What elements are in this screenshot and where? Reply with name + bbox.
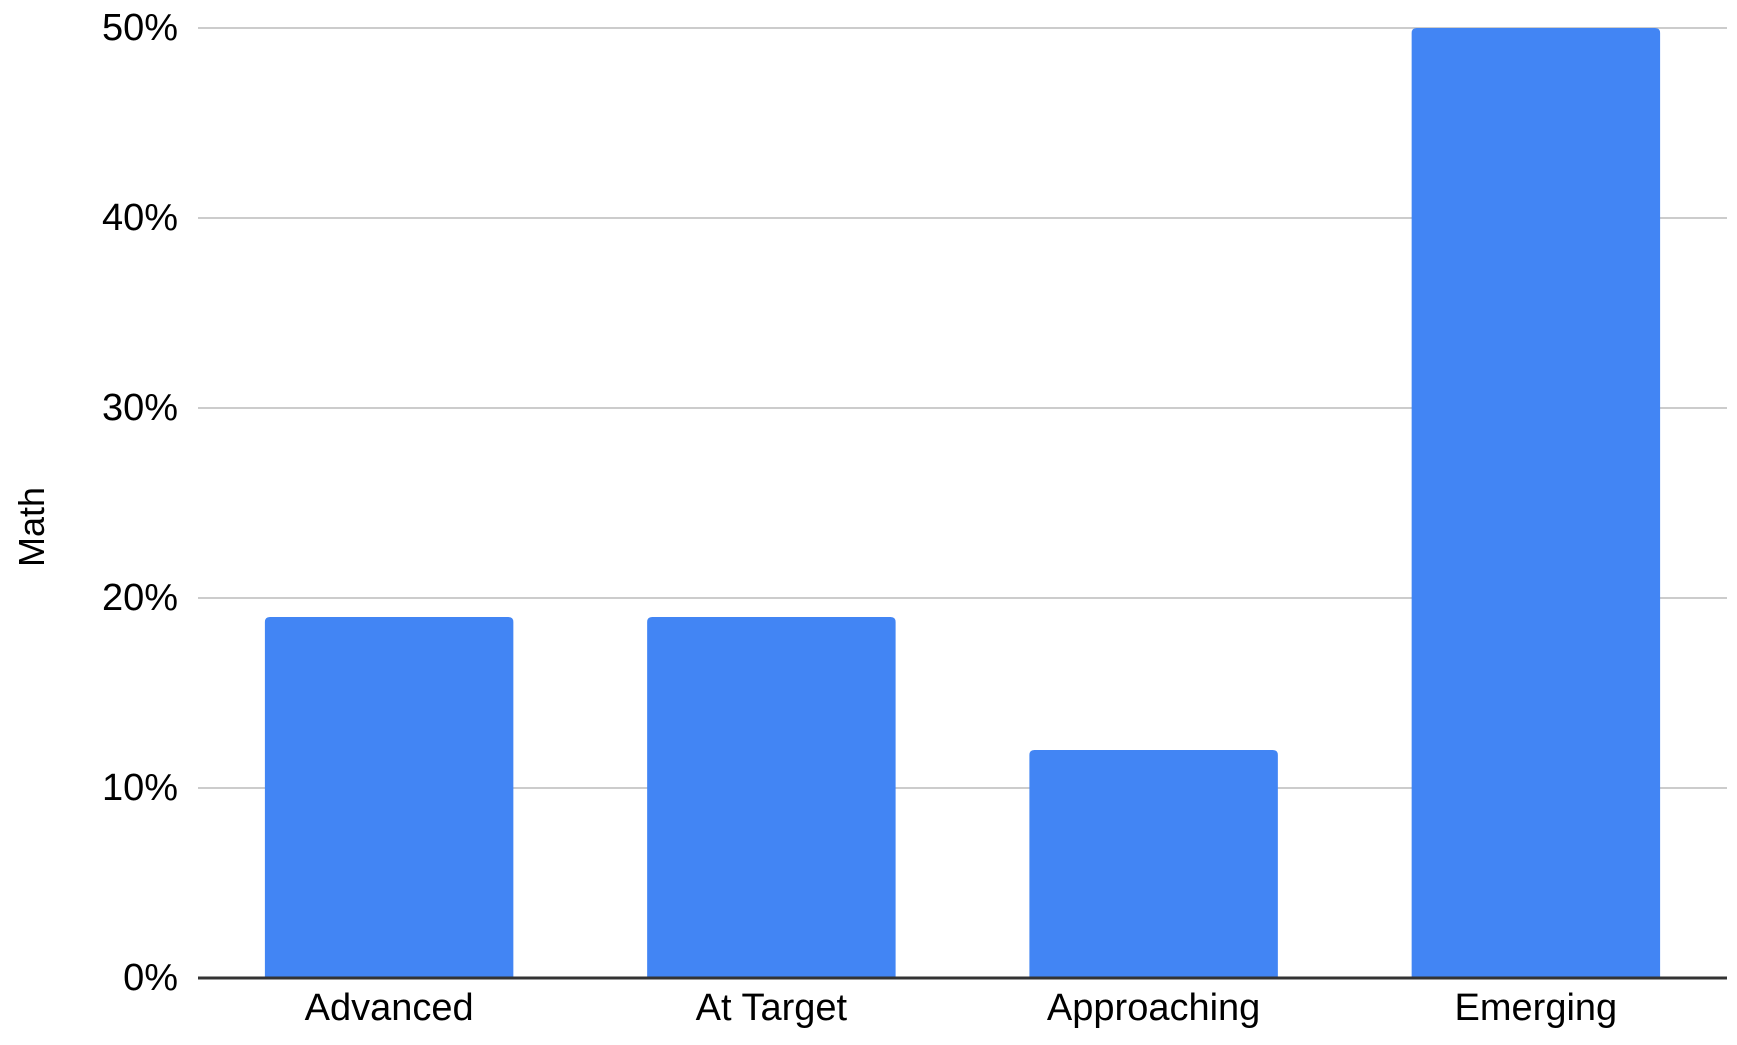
bar-approaching xyxy=(1029,750,1278,978)
x-tick-label: At Target xyxy=(696,987,848,1029)
y-axis-title: Math xyxy=(11,487,52,567)
bars xyxy=(264,28,1661,978)
bar-emerging xyxy=(1411,28,1661,978)
y-tick-label: 40% xyxy=(102,197,178,239)
x-axis-tick-labels: Advanced At Target Approaching Emerging xyxy=(305,987,1618,1029)
y-axis-tick-labels: 0% 10% 20% 30% 40% 50% xyxy=(102,7,178,999)
y-tick-label: 20% xyxy=(102,577,178,619)
x-tick-label: Emerging xyxy=(1455,987,1618,1029)
y-tick-label: 50% xyxy=(102,7,178,49)
bar-at-target xyxy=(647,617,896,978)
bar-advanced xyxy=(264,617,514,978)
y-tick-label: 10% xyxy=(102,767,178,809)
y-tick-label: 0% xyxy=(123,957,178,999)
x-tick-label: Approaching xyxy=(1047,987,1260,1029)
y-tick-label: 30% xyxy=(102,387,178,429)
x-tick-label: Advanced xyxy=(305,987,474,1029)
